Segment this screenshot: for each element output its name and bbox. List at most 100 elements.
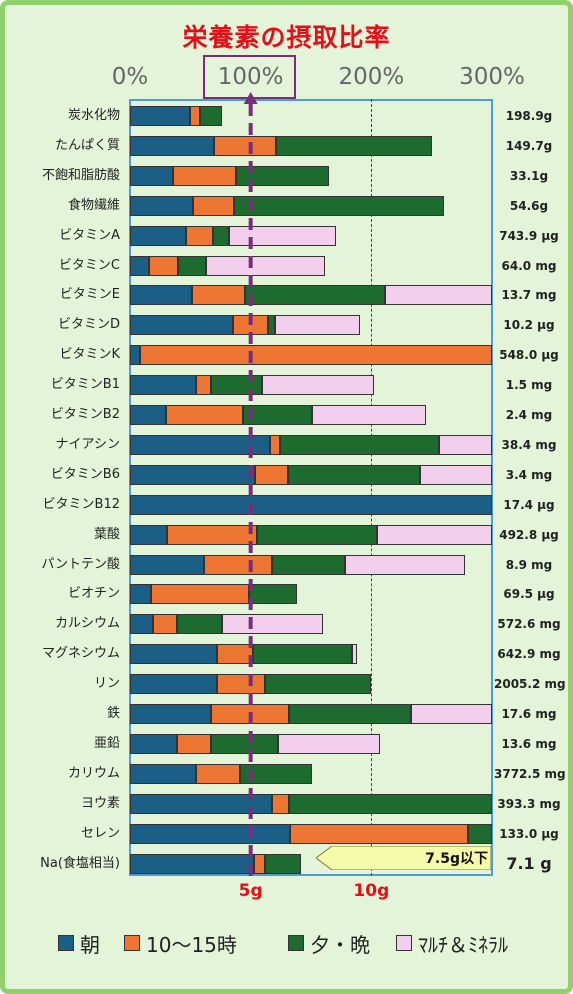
- bar-segment: [130, 315, 233, 336]
- x-tick-label: 200%: [338, 64, 405, 90]
- salt-target-label: 7.5g以下: [425, 851, 488, 867]
- row-label: たんぱく質: [54, 137, 120, 153]
- bar-segment: [344, 554, 466, 575]
- intake-amount: 2005.2 mg: [494, 677, 566, 692]
- bar-segment: [289, 704, 412, 724]
- row-label: パントテン酸: [41, 556, 120, 572]
- bar-segment: [419, 464, 492, 485]
- row-label: 食物繊維: [67, 197, 120, 213]
- bar-segment: [177, 614, 222, 635]
- bar-segment: [216, 644, 254, 665]
- bar-segment: [243, 405, 313, 425]
- bar-segment: [130, 793, 273, 814]
- intake-amount: 149.7g: [505, 138, 553, 153]
- bar-segment: [254, 853, 266, 874]
- bar-segment: [173, 165, 237, 186]
- bar-segment: [213, 225, 229, 246]
- bar-segment: [274, 315, 361, 336]
- bar-segment: [253, 644, 353, 665]
- intake-amount: 10.2 μg: [503, 318, 555, 333]
- intake-amount: 743.9 μg: [499, 228, 559, 243]
- bar-segment: [199, 106, 222, 126]
- bar-segment: [130, 165, 174, 186]
- intake-amount: 64.0 mg: [501, 258, 557, 273]
- legend-label: 朝: [80, 932, 100, 957]
- intake-amount: 393.3 mg: [497, 796, 561, 811]
- intake-amount: 548.0 μg: [499, 348, 559, 363]
- row-label: ビタミンB2: [50, 407, 120, 422]
- bar-segment: [130, 494, 492, 515]
- intake-amount: 7.1 g: [506, 853, 552, 873]
- bar-segment: [130, 285, 192, 306]
- hundred-percent-highlight-box: [203, 55, 296, 99]
- intake-amount: 13.7 mg: [501, 288, 557, 303]
- row-label: 鉄: [106, 706, 120, 721]
- bar-segment: [149, 255, 179, 276]
- bar-segment: [233, 195, 444, 216]
- chart-title: 栄養素の摂取比率: [182, 23, 391, 52]
- bar-segment: [130, 584, 151, 605]
- bar-segment: [130, 255, 150, 276]
- row-label: リン: [93, 676, 120, 692]
- intake-amount: 1.5 mg: [505, 378, 553, 393]
- bar-segment: [130, 225, 186, 246]
- x-tick-label: 300%: [459, 64, 525, 90]
- bar-segment: [249, 584, 297, 605]
- bar-segment: [203, 554, 273, 575]
- bar-segment: [467, 823, 492, 844]
- row-label: ビタミンB12: [42, 496, 120, 512]
- bar-segment: [279, 434, 439, 455]
- row-label: マグネシウム: [41, 646, 120, 662]
- bar-segment: [261, 375, 374, 396]
- bar-segment: [191, 285, 245, 306]
- salt-axis-label: 10g: [353, 881, 390, 901]
- intake-amount: 33.1g: [509, 168, 549, 183]
- bar-segment: [130, 853, 255, 874]
- bar-segment: [196, 375, 211, 396]
- intake-amount: 133.0 μg: [499, 826, 559, 841]
- bar-segment: [130, 434, 270, 455]
- bar-segment: [139, 345, 492, 366]
- bar-segment: [256, 524, 378, 545]
- row-label: ビタミンB6: [50, 466, 120, 482]
- intake-amount: 13.6 mg: [501, 736, 557, 751]
- bar-segment: [265, 853, 302, 874]
- legend-swatch: [58, 935, 74, 951]
- row-label: ビオチン: [67, 586, 120, 602]
- row-label: カルシウム: [54, 616, 120, 632]
- legend-item: 朝: [58, 928, 100, 958]
- intake-amount: 38.4 mg: [501, 437, 557, 452]
- bar-segment: [210, 375, 262, 396]
- row-label: 炭水化物: [67, 108, 120, 123]
- bar-segment: [196, 763, 240, 784]
- bar-segment: [438, 434, 492, 455]
- bar-segment: [377, 524, 492, 545]
- bar-segment: [236, 165, 330, 186]
- bar-segment: [152, 614, 178, 635]
- bar-segment: [130, 106, 191, 126]
- bar-segment: [214, 135, 276, 156]
- row-label: 葉酸: [93, 526, 120, 542]
- bar-segment: [130, 554, 204, 575]
- bar-segment: [267, 315, 275, 336]
- row-label: ビタミンA: [59, 227, 120, 243]
- bar-segment: [130, 763, 197, 784]
- legend-label: 10～15時: [146, 932, 237, 957]
- intake-amount: 8.9 mg: [505, 557, 553, 572]
- row-label: ビタミンE: [59, 287, 120, 303]
- x-tick-label: 100%: [217, 64, 284, 90]
- row-label: ビタミンD: [57, 317, 120, 333]
- legend-item: 夕・晩: [288, 928, 370, 958]
- bar-segment: [210, 704, 290, 724]
- bar-segment: [166, 405, 244, 425]
- bar-segment: [185, 225, 214, 246]
- bar-segment: [130, 524, 168, 545]
- bar-segment: [130, 464, 256, 485]
- bar-segment: [232, 315, 268, 336]
- bar-segment: [178, 255, 207, 276]
- row-label: ビタミンB1: [50, 377, 120, 393]
- row-label: ヨウ素: [80, 795, 120, 811]
- intake-amount: 69.5 μg: [503, 587, 555, 602]
- legend-item: ﾏﾙﾁ＆ﾐﾈﾗﾙ: [396, 928, 508, 958]
- bar-segment: [411, 704, 492, 724]
